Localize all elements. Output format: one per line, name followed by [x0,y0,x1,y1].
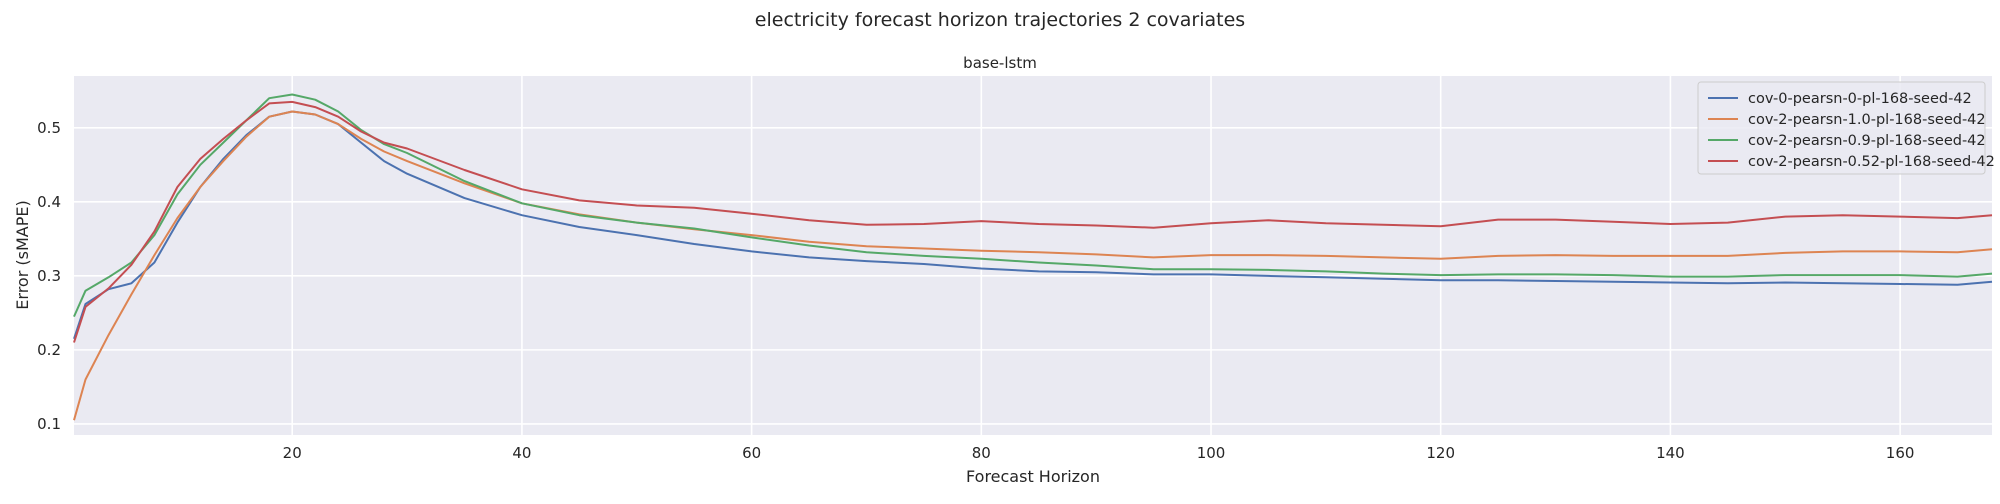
y-tick-label: 0.5 [37,119,61,137]
y-tick-label: 0.1 [37,415,61,433]
legend-label: cov-0-pearsn-0-pl-168-seed-42 [1748,91,1972,107]
series-lines [73,93,1993,421]
x-tick-label: 160 [1886,444,1915,462]
chart-title: base-lstm [963,54,1037,72]
x-axis-label: Forecast Horizon [966,467,1100,486]
y-axis-label: Error (sMAPE) [13,200,32,309]
x-tick-label: 80 [972,444,991,462]
legend-label: cov-2-pearsn-0.9-pl-168-seed-42 [1748,133,1986,149]
chart-suptitle: electricity forecast horizon trajectorie… [755,9,1245,31]
legend-box [1697,81,1986,175]
series-line-3 [73,93,1993,318]
legend: cov-0-pearsn-0-pl-168-seed-42 cov-2-pears… [1697,81,1995,175]
legend-label: cov-2-pearsn-1.0-pl-168-seed-42 [1748,112,1986,128]
legend-label: cov-2-pearsn-0.52-pl-168-seed-42 [1748,154,1995,170]
y-tick-label: 0.3 [37,267,61,285]
y-tick-label: 0.4 [37,193,61,211]
x-tick-label: 20 [283,444,302,462]
series-line-1 [73,110,1993,340]
x-tick-label: 140 [1656,444,1685,462]
series-line-4 [73,100,1993,343]
x-tick-label: 40 [512,444,531,462]
tick-labels: 20 40 60 80 100 120 140 160 0.1 0.2 0.3 0.4 0.5 [37,119,1914,462]
x-tick-label: 100 [1197,444,1226,462]
x-tick-label: 120 [1426,444,1455,462]
x-tick-label: 60 [742,444,761,462]
y-tick-label: 0.2 [37,341,61,359]
series-line-2 [73,110,1993,421]
